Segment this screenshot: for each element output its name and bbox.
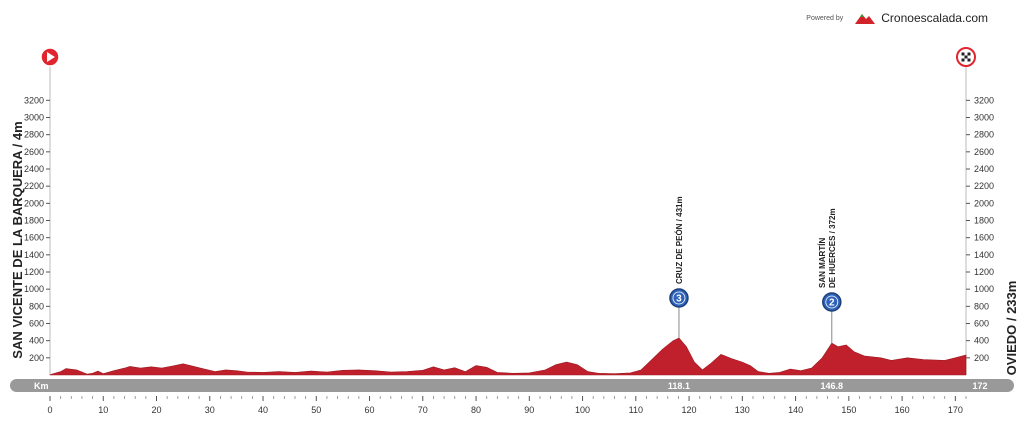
x-tick-label: 120: [682, 405, 697, 415]
x-tick-label: 110: [629, 405, 643, 415]
y-tick-label-right: 1800: [974, 216, 994, 226]
y-tick-label-left: 3200: [24, 95, 44, 105]
end-km-label: 172: [972, 381, 987, 391]
x-tick-label: 130: [735, 405, 750, 415]
y-tick-label-right: 3000: [974, 113, 994, 123]
y-tick-label-left: 3000: [24, 113, 44, 123]
y-tick-label-right: 400: [974, 336, 989, 346]
y-tick-label-left: 800: [29, 301, 44, 311]
climb-category: 3: [676, 294, 682, 305]
y-tick-label-left: 2600: [24, 147, 44, 157]
credit: Powered by Cronoescalada.com: [806, 11, 988, 25]
km-axis-bar: [10, 379, 1014, 392]
y-tick-label-left: 200: [29, 353, 44, 363]
x-tick-label: 150: [841, 405, 856, 415]
climb-name-label: CRUZ DE PEÓN / 431m: [675, 196, 684, 284]
x-tick-label: 40: [258, 405, 268, 415]
x-tick-label: 20: [152, 405, 162, 415]
climb-category: 2: [829, 298, 835, 309]
checker-square: [967, 58, 971, 62]
climb-km-label: 118.1: [668, 381, 690, 391]
x-tick-label: 100: [575, 405, 590, 415]
y-tick-label-right: 1200: [974, 267, 994, 277]
y-tick-label-right: 2000: [974, 198, 994, 208]
y-tick-label-right: 2400: [974, 164, 994, 174]
x-tick-label: 10: [98, 405, 108, 415]
y-tick-label-right: 2800: [974, 130, 994, 140]
y-tick-label-left: 400: [29, 336, 44, 346]
y-tick-label-right: 600: [974, 319, 989, 329]
start-place-label: SAN VICENTE DE LA BARQUERA / 4m: [10, 121, 25, 358]
credit-powered: Powered by: [806, 14, 844, 22]
x-tick-label: 30: [205, 405, 215, 415]
climb-km-label: 146.8: [821, 381, 844, 391]
checker-square: [961, 58, 965, 62]
climb-name-label: DE HUERCES / 372m: [828, 208, 837, 288]
climb-badge-ring: [672, 291, 686, 305]
y-tick-label-right: 1600: [974, 233, 994, 243]
y-tick-label-left: 1600: [24, 233, 44, 243]
y-tick-label-right: 2600: [974, 147, 994, 157]
x-tick-label: 140: [788, 405, 803, 415]
y-tick-label-left: 1000: [24, 284, 44, 294]
finish-place-label: OVIEDO / 233m: [1004, 281, 1019, 376]
elevation-area: [49, 337, 967, 376]
y-tick-label-right: 800: [974, 301, 989, 311]
x-tick-label: 160: [895, 405, 910, 415]
y-tick-label-left: 2800: [24, 130, 44, 140]
x-tick-label: 90: [524, 405, 534, 415]
y-tick-label-left: 1200: [24, 267, 44, 277]
y-tick-label-left: 2400: [24, 164, 44, 174]
y-tick-label-left: 2000: [24, 198, 44, 208]
y-tick-label-left: 2200: [24, 181, 44, 191]
checker-square: [967, 52, 971, 56]
y-tick-label-left: 1400: [24, 250, 44, 260]
km-label: Km: [34, 381, 49, 391]
credit-brand: Cronoescalada.com: [881, 11, 988, 25]
checker-square: [964, 55, 968, 59]
play-icon: [47, 52, 55, 62]
y-tick-label-right: 200: [974, 353, 989, 363]
y-tick-label-right: 3200: [974, 95, 994, 105]
mountain-logo-icon: [855, 14, 876, 24]
checkered-flag-icon: [961, 52, 971, 62]
climb-badge-ring: [825, 295, 839, 309]
y-tick-label-left: 600: [29, 319, 44, 329]
x-tick-label: 170: [948, 405, 963, 415]
y-tick-label-right: 2200: [974, 181, 994, 191]
y-tick-label-left: 1800: [24, 216, 44, 226]
climb-name-label: SAN MARTÍN: [818, 238, 827, 288]
x-tick-label: 80: [471, 405, 481, 415]
x-tick-label: 70: [418, 405, 428, 415]
y-tick-label-right: 1000: [974, 284, 994, 294]
x-tick-label: 0: [47, 405, 52, 415]
x-tick-label: 50: [311, 405, 321, 415]
checker-square: [961, 52, 965, 56]
y-tick-label-right: 1400: [974, 250, 994, 260]
x-tick-label: 60: [365, 405, 375, 415]
